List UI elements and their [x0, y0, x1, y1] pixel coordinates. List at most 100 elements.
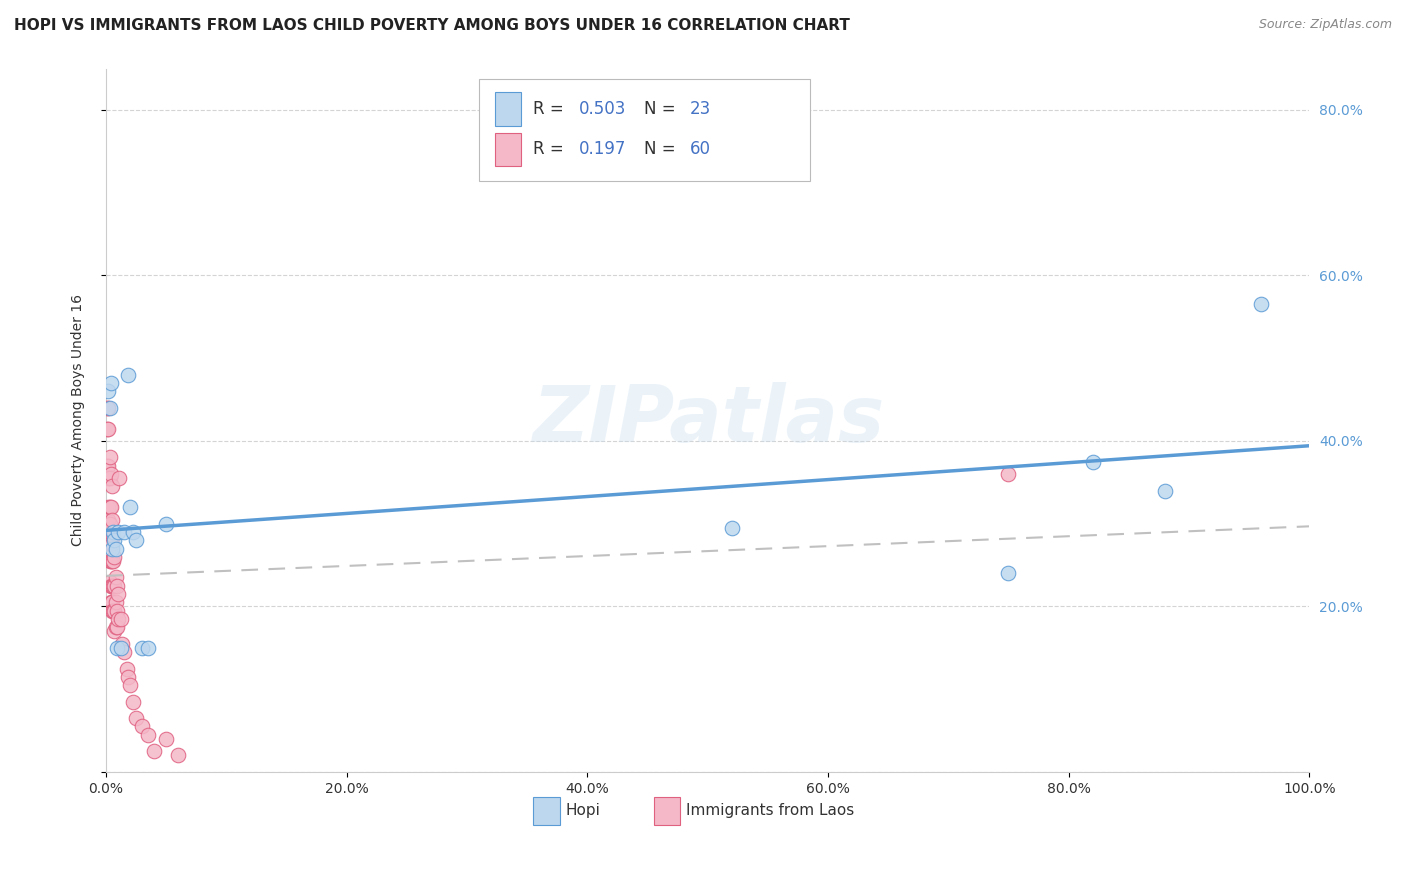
Point [103, 604, 125, 618]
Point [1250, 297, 1272, 311]
Point [100, 376, 122, 390]
Point [98, 554, 121, 568]
Point [136, 728, 159, 742]
Point [117, 368, 139, 382]
Point [98, 500, 121, 515]
Point [98, 516, 121, 531]
Point [105, 620, 128, 634]
Point [107, 587, 129, 601]
Point [131, 640, 153, 655]
Point [110, 612, 132, 626]
Point [100, 500, 122, 515]
Point [108, 471, 131, 485]
Point [143, 744, 166, 758]
Point [101, 512, 124, 526]
Text: Hopi: Hopi [565, 803, 600, 818]
Point [103, 624, 125, 639]
Point [100, 579, 122, 593]
Point [103, 579, 125, 593]
Point [115, 661, 138, 675]
Text: Immigrants from Laos: Immigrants from Laos [686, 803, 855, 818]
Text: 0.503: 0.503 [579, 100, 626, 119]
Point [101, 537, 124, 551]
Point [96, 421, 118, 435]
Point [98, 450, 121, 465]
Point [103, 524, 125, 539]
FancyBboxPatch shape [479, 79, 810, 181]
Y-axis label: Child Poverty Among Boys Under 16: Child Poverty Among Boys Under 16 [72, 294, 86, 546]
Point [101, 541, 124, 556]
Point [120, 678, 142, 692]
Point [100, 467, 122, 481]
Point [131, 719, 153, 733]
Point [100, 595, 122, 609]
Point [101, 479, 124, 493]
Point [97, 512, 120, 526]
Text: 60: 60 [689, 140, 710, 159]
FancyBboxPatch shape [654, 797, 681, 825]
FancyBboxPatch shape [533, 797, 560, 825]
Point [104, 620, 127, 634]
Point [103, 529, 125, 543]
Point [98, 471, 121, 485]
Point [96, 401, 118, 415]
Point [97, 401, 120, 415]
Point [117, 670, 139, 684]
Text: 23: 23 [689, 100, 711, 119]
Point [136, 640, 159, 655]
Point [104, 595, 127, 609]
Point [120, 500, 142, 515]
Point [105, 579, 128, 593]
Point [96, 458, 118, 473]
Point [103, 549, 125, 564]
Text: R =: R = [533, 140, 575, 159]
Text: ZIPatlas: ZIPatlas [531, 383, 884, 458]
Point [98, 537, 121, 551]
Text: HOPI VS IMMIGRANTS FROM LAOS CHILD POVERTY AMONG BOYS UNDER 16 CORRELATION CHART: HOPI VS IMMIGRANTS FROM LAOS CHILD POVER… [14, 18, 851, 33]
Point [98, 574, 121, 589]
Point [101, 604, 124, 618]
Point [997, 566, 1019, 581]
Point [97, 471, 120, 485]
Text: R =: R = [533, 100, 569, 119]
Point [103, 579, 125, 593]
Point [104, 541, 127, 556]
Point [167, 748, 190, 763]
Point [121, 524, 143, 539]
Point [125, 711, 148, 725]
Point [104, 570, 127, 584]
Point [98, 401, 121, 415]
Point [107, 524, 129, 539]
Point [97, 458, 120, 473]
Point [103, 604, 125, 618]
Point [100, 554, 122, 568]
Point [720, 521, 742, 535]
Point [107, 612, 129, 626]
Point [100, 529, 122, 543]
Point [110, 640, 132, 655]
Point [105, 604, 128, 618]
Point [97, 421, 120, 435]
FancyBboxPatch shape [495, 133, 522, 166]
Point [101, 595, 124, 609]
Point [97, 384, 120, 399]
Point [112, 645, 135, 659]
Point [105, 640, 128, 655]
Point [111, 637, 134, 651]
Point [103, 554, 125, 568]
FancyBboxPatch shape [495, 93, 522, 126]
Point [97, 500, 120, 515]
Point [155, 731, 177, 746]
Text: N =: N = [644, 100, 681, 119]
Point [101, 579, 124, 593]
Point [121, 695, 143, 709]
Text: N =: N = [644, 140, 681, 159]
Point [125, 533, 148, 548]
Point [103, 533, 125, 548]
Point [1081, 455, 1104, 469]
Text: Source: ZipAtlas.com: Source: ZipAtlas.com [1258, 18, 1392, 31]
Point [997, 467, 1019, 481]
Point [155, 516, 177, 531]
Point [112, 524, 135, 539]
Text: 0.197: 0.197 [579, 140, 626, 159]
